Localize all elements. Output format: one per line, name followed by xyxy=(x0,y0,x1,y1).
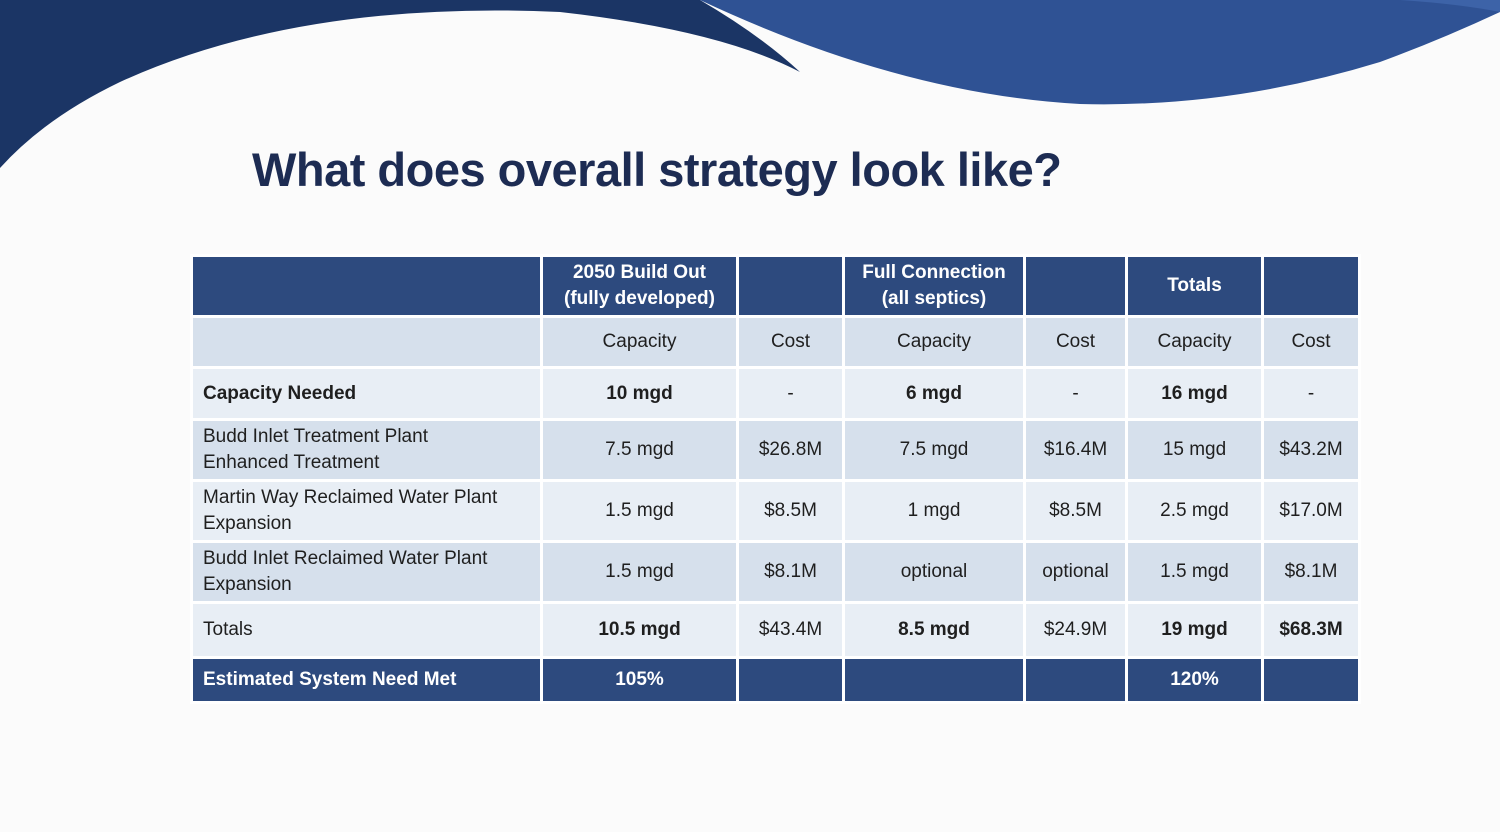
header-empty-cell xyxy=(1261,254,1361,318)
table-cell: - xyxy=(1023,366,1128,421)
row-label-line: Martin Way Reclaimed Water Plant xyxy=(203,487,498,509)
footer-build-out-value: 105% xyxy=(540,656,739,704)
row-label: Totals xyxy=(190,601,543,659)
footer-label: Estimated System Need Met xyxy=(190,656,543,704)
footer-empty-cell xyxy=(842,656,1026,704)
table-cell: 1.5 mgd xyxy=(540,540,739,604)
header-empty-cell xyxy=(1023,254,1128,318)
row-label: Budd Inlet Treatment Plant Enhanced Trea… xyxy=(190,418,543,482)
slide-title: What does overall strategy look like? xyxy=(252,143,1062,196)
table-cell: $43.2M xyxy=(1261,418,1361,482)
table-cell: 10.5 mgd xyxy=(540,601,739,659)
header-empty-cell xyxy=(190,254,543,318)
table-cell: 1.5 mgd xyxy=(540,479,739,543)
strategy-table: 2050 Build Out (fully developed) Full Co… xyxy=(190,254,1361,704)
table-cell: $43.4M xyxy=(736,601,845,659)
table-cell: optional xyxy=(842,540,1026,604)
table-cell: 2.5 mgd xyxy=(1125,479,1264,543)
footer-empty-cell xyxy=(1023,656,1128,704)
table-cell: 7.5 mgd xyxy=(540,418,739,482)
header-build-out-subtitle: (fully developed) xyxy=(564,288,715,309)
footer-empty-cell xyxy=(736,656,845,704)
header-empty-cell xyxy=(736,254,845,318)
table-row-budd-inlet-reclaimed: Budd Inlet Reclaimed Water Plant Expansi… xyxy=(190,540,1361,604)
table-subheader-row: Capacity Cost Capacity Cost Capacity Cos… xyxy=(190,315,1361,369)
row-label-line: Enhanced Treatment xyxy=(203,452,380,473)
row-label: Budd Inlet Reclaimed Water Plant Expansi… xyxy=(190,540,543,604)
subheader-capacity: Capacity xyxy=(540,315,739,369)
table-cell: $8.5M xyxy=(736,479,845,543)
table-cell: optional xyxy=(1023,540,1128,604)
table-cell: $8.1M xyxy=(1261,540,1361,604)
table-cell: 19 mgd xyxy=(1125,601,1264,659)
table-row-martin-way: Martin Way Reclaimed Water Plant Expansi… xyxy=(190,479,1361,543)
table-cell: - xyxy=(736,366,845,421)
subheader-cost: Cost xyxy=(736,315,845,369)
table-row-capacity-needed: Capacity Needed 10 mgd - 6 mgd - 16 mgd … xyxy=(190,366,1361,421)
table-cell: 8.5 mgd xyxy=(842,601,1026,659)
header-build-out: 2050 Build Out (fully developed) xyxy=(540,254,739,318)
table-cell: 1 mgd xyxy=(842,479,1026,543)
subheader-cost: Cost xyxy=(1023,315,1128,369)
table-row-budd-inlet-treatment: Budd Inlet Treatment Plant Enhanced Trea… xyxy=(190,418,1361,482)
table-cell: 15 mgd xyxy=(1125,418,1264,482)
subheader-cost: Cost xyxy=(1261,315,1361,369)
header-build-out-title: 2050 Build Out xyxy=(572,262,707,284)
footer-totals-value: 120% xyxy=(1125,656,1264,704)
table-cell: $8.5M xyxy=(1023,479,1128,543)
row-label-line: Expansion xyxy=(203,513,292,534)
table-cell: 6 mgd xyxy=(842,366,1026,421)
table-cell: 7.5 mgd xyxy=(842,418,1026,482)
table-row-totals: Totals 10.5 mgd $43.4M 8.5 mgd $24.9M 19… xyxy=(190,601,1361,659)
header-full-connection-subtitle: (all septics) xyxy=(881,288,987,309)
table-cell: $17.0M xyxy=(1261,479,1361,543)
subheader-empty-cell xyxy=(190,315,543,369)
table-cell: $8.1M xyxy=(736,540,845,604)
table-cell: 1.5 mgd xyxy=(1125,540,1264,604)
row-label: Martin Way Reclaimed Water Plant Expansi… xyxy=(190,479,543,543)
table-footer-row: Estimated System Need Met 105% 120% xyxy=(190,656,1361,704)
top-left-wave xyxy=(0,0,800,168)
top-right-wave-highlight xyxy=(1400,0,1500,12)
subheader-capacity: Capacity xyxy=(842,315,1026,369)
subheader-capacity: Capacity xyxy=(1125,315,1264,369)
row-label: Capacity Needed xyxy=(190,366,543,421)
top-right-wave xyxy=(700,0,1500,105)
header-full-connection: Full Connection (all septics) xyxy=(842,254,1026,318)
row-label-line: Budd Inlet Treatment Plant xyxy=(203,426,428,448)
table-cell: $68.3M xyxy=(1261,601,1361,659)
row-label-line: Budd Inlet Reclaimed Water Plant xyxy=(203,548,488,570)
row-label-line: Expansion xyxy=(203,574,292,595)
table-cell: 10 mgd xyxy=(540,366,739,421)
table-cell: - xyxy=(1261,366,1361,421)
table-cell: $26.8M xyxy=(736,418,845,482)
table-cell: 16 mgd xyxy=(1125,366,1264,421)
footer-empty-cell xyxy=(1261,656,1361,704)
table-cell: $16.4M xyxy=(1023,418,1128,482)
header-full-connection-title: Full Connection xyxy=(862,262,1006,284)
table-cell: $24.9M xyxy=(1023,601,1128,659)
table-group-header-row: 2050 Build Out (fully developed) Full Co… xyxy=(190,254,1361,318)
header-totals: Totals xyxy=(1125,254,1264,318)
